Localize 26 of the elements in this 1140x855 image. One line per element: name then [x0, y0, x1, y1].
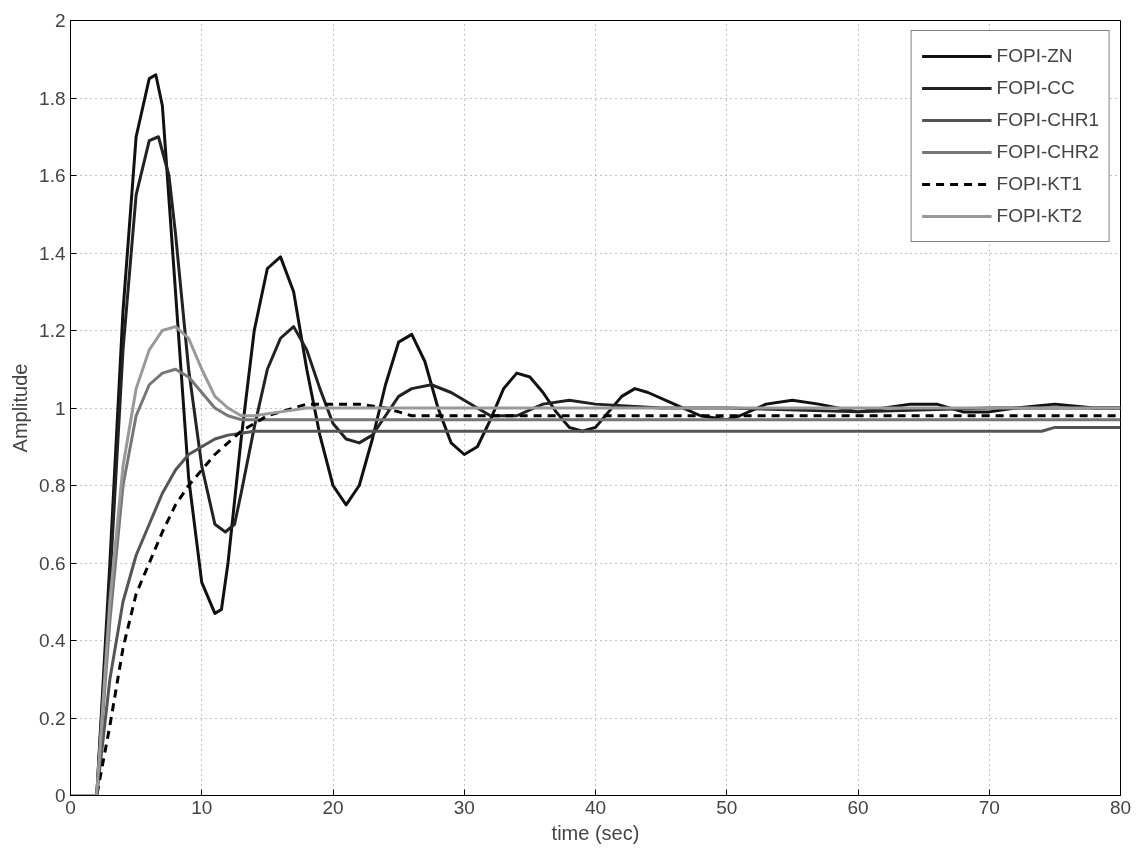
x-tick-label: 60 [847, 796, 869, 818]
y-tick-label: 2 [54, 10, 66, 31]
y-tick-label: 1 [54, 397, 66, 419]
y-tick-label: 0.4 [39, 630, 66, 651]
x-tick-label: 10 [191, 796, 213, 818]
x-tick-label: 30 [453, 796, 475, 818]
y-axis-title: Amplitude [9, 363, 32, 453]
y-tick-label: 0.2 [39, 707, 66, 729]
y-tick-label: 1.6 [39, 165, 66, 186]
legend-label: FOPI-KT2 [996, 204, 1083, 228]
legend-label: FOPI-CHR2 [996, 140, 1099, 164]
x-tick-label: 70 [978, 796, 1000, 818]
y-tick-label: 0.6 [39, 552, 66, 574]
x-tick-label: 20 [322, 796, 344, 818]
x-tick-label: 50 [716, 796, 738, 818]
legend-label: FOPI-ZN [996, 44, 1073, 68]
legend-label: FOPI-CC [996, 76, 1075, 100]
y-tick-label: 1.2 [39, 320, 66, 341]
y-tick-label: 1.8 [39, 87, 66, 109]
x-tick-label: 80 [1109, 796, 1132, 818]
legend-label: FOPI-CHR1 [996, 108, 1099, 132]
x-tick-label: 40 [584, 796, 607, 818]
y-tick-label: 1.4 [39, 242, 66, 264]
x-axis-title: time (sec) [551, 821, 640, 844]
legend-label: FOPI-KT1 [996, 172, 1083, 196]
y-tick-label: 0.8 [39, 475, 66, 496]
